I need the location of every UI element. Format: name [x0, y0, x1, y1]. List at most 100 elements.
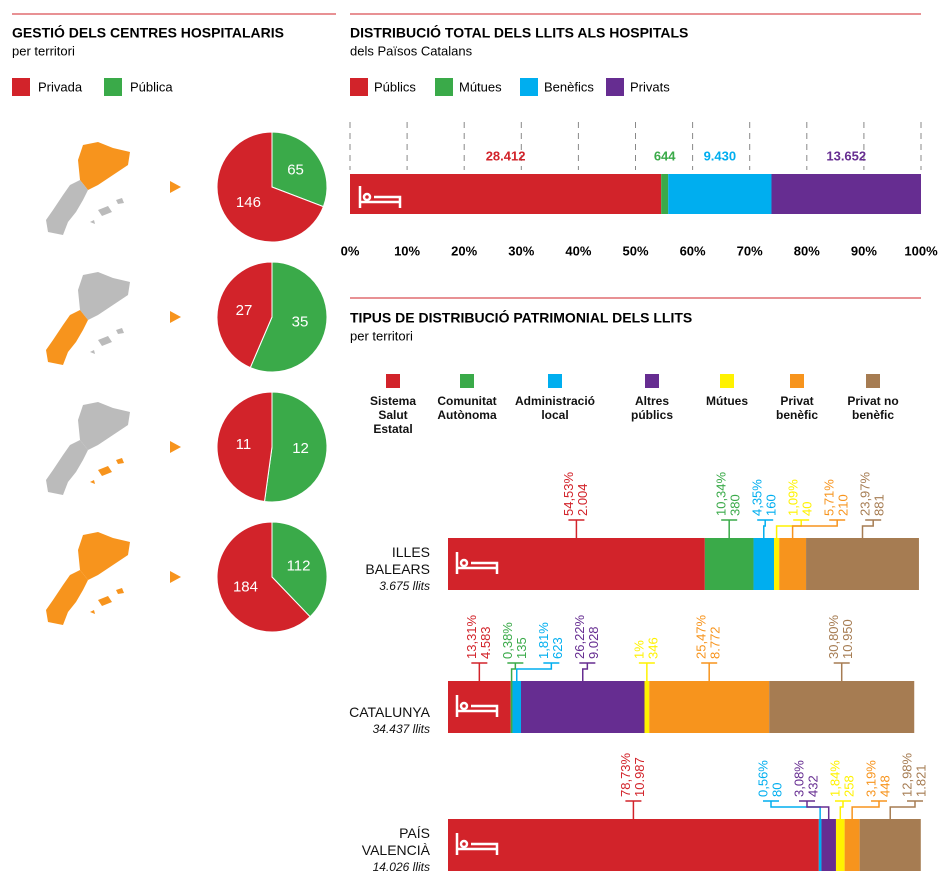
row-label: ILLES BALEARS 3.675 llits — [340, 534, 430, 594]
territory-name: ILLES BALEARS — [365, 544, 430, 577]
bar-segment — [512, 681, 522, 733]
bar-segment — [644, 681, 650, 733]
bar-segment — [350, 174, 662, 214]
legend-label: Benèfics — [544, 79, 594, 94]
bar-segment — [835, 819, 845, 871]
value-label: 644 — [654, 148, 676, 163]
bar-segment — [704, 538, 754, 590]
x-tick-label: 90% — [851, 243, 877, 258]
chart-subtitle: per territori — [12, 43, 75, 58]
territory-name: CATALUNYA — [349, 704, 430, 720]
x-tick-label: 80% — [794, 243, 820, 258]
bar-segment — [753, 538, 775, 590]
bar-segment — [844, 819, 860, 871]
leader-line — [839, 801, 844, 819]
bar-segment — [649, 681, 770, 733]
slice-label: 146 — [236, 194, 261, 211]
pie-slice — [216, 391, 273, 503]
bar-segment — [774, 538, 780, 590]
percent-label: 13,31% — [464, 614, 479, 659]
legend-swatch — [460, 374, 474, 388]
slice-label: 11 — [236, 436, 252, 453]
percent-label: 0,56% — [755, 760, 770, 797]
count-label: 432 — [805, 775, 820, 797]
percent-label: 25,47% — [694, 614, 709, 659]
bar-segment — [668, 174, 772, 214]
territory-total: 14.026 llits — [372, 860, 430, 874]
count-label: 380 — [728, 494, 743, 516]
count-label: 4.583 — [478, 626, 493, 659]
bar-segment — [818, 819, 822, 871]
leader-line — [889, 801, 916, 819]
leader-line — [510, 663, 517, 681]
chart-title: DISTRIBUCIÓ TOTAL DELS LLITS ALS HOSPITA… — [350, 24, 688, 41]
x-tick-label: 100% — [904, 243, 938, 258]
leader-line — [775, 520, 802, 538]
legend-label: Administració local — [514, 394, 595, 422]
bed-icons — [358, 186, 499, 855]
map — [46, 142, 130, 235]
legend-label: Públics — [374, 79, 416, 94]
count-label: 9.028 — [586, 626, 601, 659]
count-label: 160 — [764, 494, 779, 516]
legend-swatch — [520, 78, 538, 96]
percent-label: 1,81% — [536, 622, 551, 659]
count-label: 40 — [800, 502, 815, 516]
chart-subtitle: per territori — [350, 328, 413, 343]
chart-subtitle: dels Països Catalans — [350, 43, 473, 58]
legend-label: Mútues — [706, 394, 748, 408]
x-tick-label: 20% — [451, 243, 477, 258]
count-label: 258 — [841, 775, 856, 797]
slice-label: 35 — [292, 314, 309, 331]
percent-label: 26,22% — [572, 614, 587, 659]
legend-label: Privat no benèfic — [847, 394, 899, 422]
map — [46, 272, 130, 365]
map — [46, 402, 130, 495]
percent-label: 54,53% — [561, 471, 576, 516]
bar-segment — [859, 819, 921, 871]
slice-label: 184 — [233, 579, 258, 596]
map — [46, 532, 130, 625]
x-tick-label: 40% — [565, 243, 591, 258]
percent-label: 10,34% — [714, 471, 729, 516]
legend-swatch — [548, 374, 562, 388]
count-label: 135 — [514, 637, 529, 659]
pie-slice — [216, 521, 311, 633]
legend-swatch — [386, 374, 400, 388]
pie-slice — [249, 261, 328, 373]
percent-label: 4,35% — [750, 479, 765, 516]
count-label: 1.821 — [913, 764, 928, 797]
legend-label: Sistema Salut Estatal — [369, 394, 417, 436]
percent-label: 23,97% — [858, 471, 873, 516]
legend-swatch — [350, 78, 368, 96]
legend-swatch — [790, 374, 804, 388]
count-label: 346 — [645, 637, 660, 659]
slice-label: 12 — [292, 440, 309, 457]
value-label: 28.412 — [486, 148, 526, 163]
bar-segment — [510, 681, 513, 733]
slice-label: 27 — [236, 302, 253, 319]
arrows — [170, 181, 181, 583]
leader-line — [806, 801, 830, 819]
territory-total: 3.675 llits — [379, 579, 430, 593]
bar-segment — [806, 538, 919, 590]
percent-label: 0,38% — [500, 622, 515, 659]
x-tick-label: 60% — [680, 243, 706, 258]
leader-line — [582, 663, 589, 681]
count-label: 448 — [877, 775, 892, 797]
count-label: 2.004 — [575, 483, 590, 516]
legend-swatch — [104, 78, 122, 96]
x-tick-label: 50% — [622, 243, 648, 258]
bar-segment — [771, 174, 921, 214]
legend-swatch — [645, 374, 659, 388]
pie-slice — [263, 391, 328, 503]
leader-line — [791, 520, 838, 538]
percent-label: 5,71% — [822, 479, 837, 516]
legend-label: Privats — [630, 79, 670, 94]
pie-slice — [216, 131, 325, 243]
leader-line — [851, 801, 880, 819]
pie-slice — [271, 521, 328, 618]
legend-label: Privada — [38, 79, 83, 94]
